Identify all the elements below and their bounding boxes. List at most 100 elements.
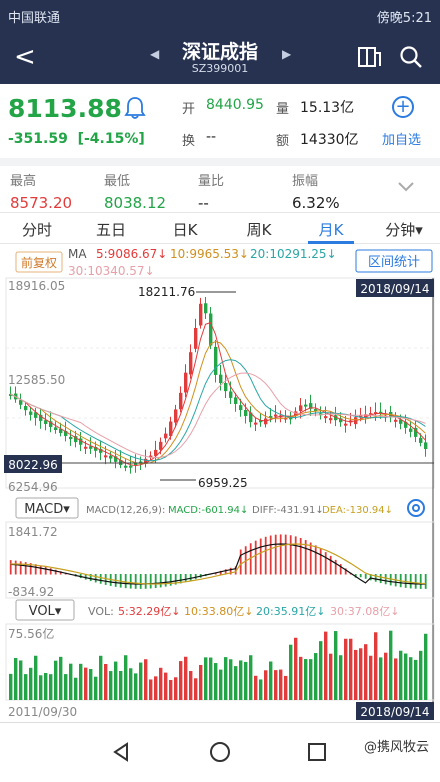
price-adjust-label: 前复权 — [21, 255, 57, 270]
candle-body — [259, 420, 263, 423]
moving-average-line — [10, 321, 426, 467]
candle-body — [154, 449, 158, 456]
tab-monthly-k[interactable]: 月K — [318, 221, 344, 239]
volume-bar — [404, 653, 408, 700]
back-button[interactable]: < — [14, 42, 36, 72]
volume-bar — [194, 678, 198, 700]
volume-bar — [114, 661, 118, 700]
ma-label: MA — [68, 247, 87, 261]
tab-five-day[interactable]: 五日 — [95, 221, 126, 239]
macd-bar — [284, 534, 287, 575]
turnover-label: 换 — [182, 134, 196, 149]
macd-axis-bottom: -834.92 — [8, 585, 54, 599]
macd-bar — [409, 574, 412, 589]
candle-body — [314, 409, 318, 412]
volume-bar — [414, 659, 418, 700]
macd-bar — [219, 570, 222, 575]
date-end-tag — [356, 702, 434, 720]
volume-bar — [164, 672, 168, 700]
bell-icon[interactable] — [124, 96, 146, 120]
volume-bar — [104, 663, 108, 700]
amount-value: 14330亿 — [300, 132, 359, 148]
page-title: 深证成指 — [181, 41, 258, 63]
kline-chart[interactable]: 前复权 MA 5:9086.67↓ 10:9965.53↓ 20:10291.2… — [0, 244, 440, 722]
tab-intraday[interactable]: 分时 — [21, 221, 52, 239]
prev-stock-button[interactable]: ◀ — [150, 47, 160, 61]
stat-high: 最高 8573.20 — [10, 174, 73, 212]
macd-bar — [414, 574, 417, 589]
tab-weekly-k[interactable]: 周K — [246, 221, 272, 239]
macd-bar — [44, 566, 47, 575]
candle-body — [244, 410, 248, 417]
volume-bar — [9, 673, 13, 700]
macd-bar — [279, 534, 282, 575]
macd-bar — [179, 574, 182, 584]
volume-bar — [219, 669, 223, 700]
add-favorite-icon[interactable]: + — [392, 96, 414, 118]
current-price: 8113.88 — [8, 94, 122, 123]
candle-body — [204, 303, 208, 314]
macd-line — [10, 543, 426, 585]
next-stock-button[interactable]: ▶ — [282, 47, 292, 61]
crosshair-date-tag-text: 2018/09/14 — [360, 282, 429, 296]
volume-bar — [154, 676, 158, 700]
volume-bar — [399, 650, 403, 700]
macd-bar — [144, 574, 147, 589]
volume-bar — [419, 650, 423, 700]
candle-body — [199, 303, 203, 326]
macd-bar — [254, 540, 257, 575]
stat-volume-ratio: 量比 -- — [198, 174, 225, 212]
macd-axis-top: 1841.72 — [8, 525, 58, 539]
macd-bar — [319, 548, 322, 575]
candle-body — [399, 419, 403, 424]
home-circle-icon[interactable] — [209, 741, 231, 763]
macd-selector[interactable] — [15, 497, 79, 519]
macd-bar — [314, 545, 317, 575]
volume-bar — [54, 660, 58, 700]
macd-bar — [94, 574, 97, 583]
candle-body — [304, 404, 308, 407]
tab-minute[interactable]: 分钟▾ — [385, 221, 423, 239]
volume-bar — [149, 679, 153, 700]
tab-daily-k[interactable]: 日K — [172, 221, 198, 239]
settings-gear-icon[interactable] — [407, 499, 425, 517]
volume-bar — [244, 661, 248, 700]
expand-chevron-icon[interactable] — [396, 180, 416, 194]
volume-bar — [299, 656, 303, 700]
range-stats-button[interactable] — [355, 249, 433, 273]
volume-bar — [39, 675, 43, 700]
open-label: 开 — [182, 102, 196, 117]
split-view-icon[interactable] — [356, 44, 382, 70]
candle-body — [234, 397, 238, 404]
clock: 傍晚5:21 — [376, 10, 432, 26]
candle-body — [414, 427, 418, 437]
macd-bar — [169, 574, 172, 586]
search-icon[interactable] — [398, 44, 424, 70]
vol-selector[interactable] — [15, 599, 75, 621]
date-start: 2011/09/30 — [8, 705, 77, 719]
volume-bar — [214, 663, 218, 700]
volume-bar — [129, 668, 133, 700]
back-triangle-icon[interactable] — [110, 741, 132, 763]
volume-bar — [324, 631, 328, 700]
macd-bar — [184, 574, 187, 583]
candle-body — [134, 463, 138, 466]
candle-body — [144, 458, 148, 464]
volume-bar — [179, 661, 183, 700]
candle-body — [214, 346, 218, 375]
volume-bar — [249, 655, 253, 700]
system-nav-bar — [0, 722, 440, 782]
status-bar: 中国联通 傍晚5:21 — [0, 0, 440, 32]
y-axis-bottom: 6254.96 — [8, 480, 58, 494]
open-value: 8440.95 — [206, 97, 264, 113]
volume-bar — [74, 677, 78, 700]
candle-body — [59, 428, 63, 434]
amount-label: 额 — [276, 134, 290, 149]
add-favorite-button[interactable]: 加自选 — [382, 133, 422, 148]
macd-bar — [89, 574, 92, 582]
candle-body — [184, 372, 188, 393]
low-marker: 6959.25 — [198, 476, 248, 490]
price-adjust-button[interactable] — [15, 251, 63, 273]
candle-body — [159, 441, 163, 450]
recents-square-icon[interactable] — [306, 741, 328, 763]
